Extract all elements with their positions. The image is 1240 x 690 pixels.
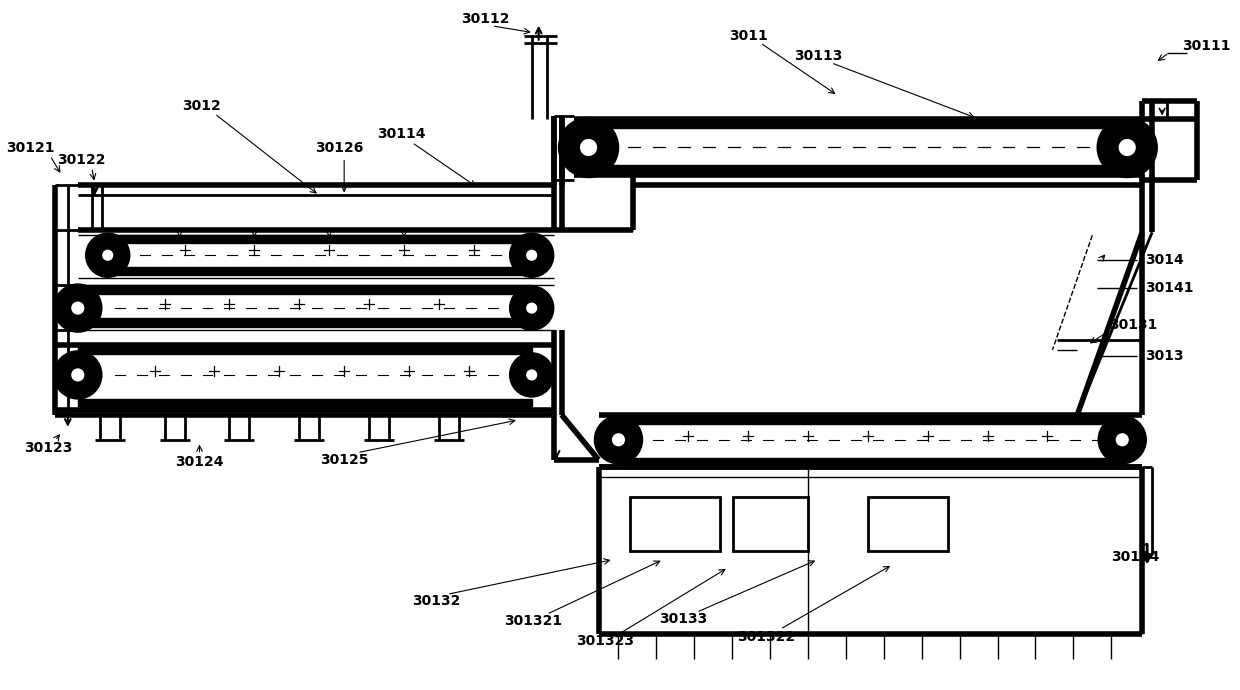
Circle shape (56, 286, 99, 330)
Text: 30124: 30124 (175, 455, 223, 469)
Bar (619, 457, 1122, 466)
Bar (78, 318, 532, 327)
Text: 30114: 30114 (377, 126, 425, 141)
Circle shape (512, 235, 552, 275)
Bar (619, 415, 1122, 424)
Text: 301323: 301323 (577, 634, 635, 649)
Circle shape (69, 367, 86, 383)
Text: 30141: 30141 (1146, 281, 1194, 295)
Text: 30132: 30132 (412, 594, 460, 609)
Circle shape (100, 248, 115, 262)
Circle shape (560, 119, 616, 175)
Circle shape (1115, 432, 1130, 448)
Bar (78, 285, 532, 294)
Circle shape (512, 288, 552, 328)
Text: 30134: 30134 (1111, 551, 1159, 564)
Text: 30125: 30125 (320, 453, 368, 466)
Circle shape (579, 137, 599, 157)
Bar (868, 497, 947, 551)
Circle shape (56, 353, 99, 397)
Bar (108, 267, 532, 275)
Circle shape (69, 300, 86, 316)
Text: 3012: 3012 (182, 99, 221, 112)
Text: 30121: 30121 (6, 141, 55, 155)
Text: 30126: 30126 (315, 141, 363, 155)
Text: 30111: 30111 (1182, 39, 1230, 52)
Text: 301322: 301322 (737, 630, 795, 644)
Circle shape (596, 418, 640, 462)
Circle shape (525, 248, 538, 262)
Text: 30122: 30122 (57, 153, 107, 168)
Circle shape (1100, 119, 1156, 175)
Text: 30133: 30133 (660, 612, 708, 627)
Circle shape (1117, 137, 1137, 157)
Bar (589, 119, 1127, 128)
Circle shape (525, 368, 538, 382)
Text: 301321: 301321 (505, 614, 563, 629)
Circle shape (512, 355, 552, 395)
Text: 30123: 30123 (24, 441, 72, 455)
Circle shape (88, 235, 128, 275)
Text: 3013: 3013 (1146, 349, 1184, 363)
Bar (589, 166, 1127, 175)
Text: 30131: 30131 (1110, 318, 1158, 332)
Bar (733, 497, 808, 551)
Circle shape (610, 432, 626, 448)
Text: 30113: 30113 (794, 49, 842, 63)
Text: 3011: 3011 (729, 29, 768, 43)
Bar (108, 235, 532, 244)
Text: 30112: 30112 (461, 12, 510, 26)
Bar (78, 345, 532, 354)
Bar (78, 399, 532, 408)
Circle shape (525, 301, 538, 315)
Text: 3014: 3014 (1146, 253, 1184, 267)
Circle shape (1100, 418, 1145, 462)
Bar (630, 497, 720, 551)
